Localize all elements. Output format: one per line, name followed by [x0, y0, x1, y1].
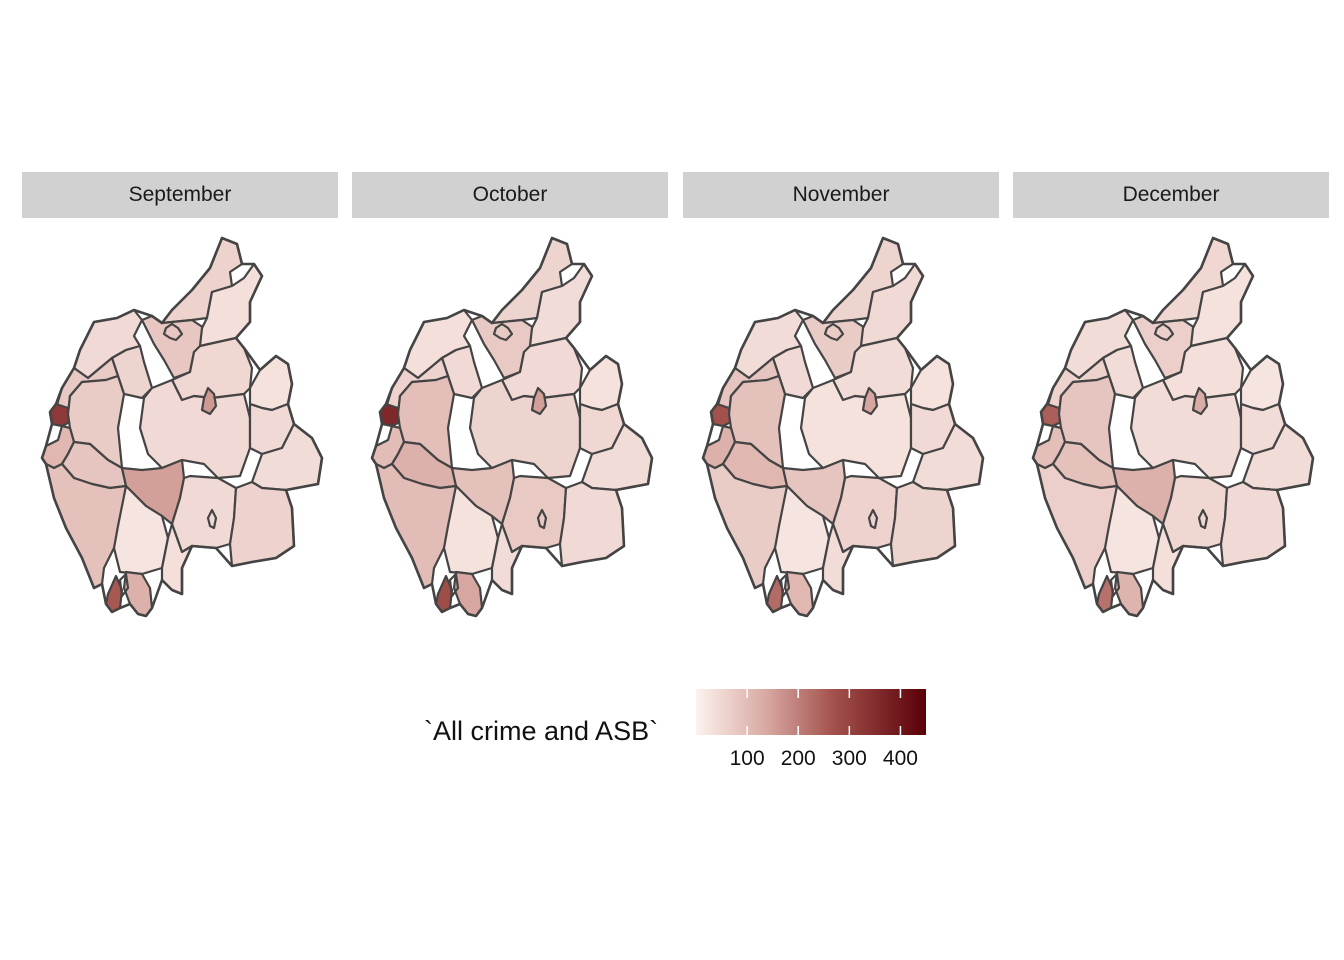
legend-title: `All crime and ASB`	[424, 716, 659, 746]
region-detail	[1109, 572, 1121, 598]
region-penrith	[200, 386, 218, 416]
facet-strip-november: November	[683, 172, 999, 218]
region-detail	[492, 322, 514, 342]
region-barrow	[122, 570, 154, 618]
legend-tick-label: 200	[780, 747, 816, 770]
legend-gradient	[696, 689, 926, 735]
facet-map-october	[352, 228, 668, 628]
facet-title: October	[472, 183, 548, 206]
region-lakes-mid	[1161, 474, 1229, 554]
region-detail	[779, 572, 791, 598]
region-penrith	[861, 386, 879, 416]
region-detail	[823, 322, 845, 342]
facet-strip-september: September	[22, 172, 338, 218]
legend-colorbar	[696, 689, 926, 735]
county-outline	[701, 236, 985, 618]
legend-tick-label: 300	[831, 747, 867, 770]
region-lakes-mid	[831, 474, 899, 554]
region-penrith	[1191, 386, 1209, 416]
facet-map-september	[22, 228, 338, 628]
facet-strip-december: December	[1013, 172, 1329, 218]
region-barrow	[452, 570, 484, 618]
region-detail	[1153, 322, 1175, 342]
facet-title: September	[128, 183, 232, 206]
facet-map-november	[683, 228, 999, 628]
legend-tick-label: 400	[882, 747, 918, 770]
region-detail	[118, 572, 130, 598]
choropleth-map	[1031, 236, 1315, 618]
facet-map-december	[1013, 228, 1329, 628]
region-penrith	[530, 386, 548, 416]
region-detail	[206, 508, 218, 530]
region-detail	[162, 322, 184, 342]
region-barrow	[783, 570, 815, 618]
county-outline	[40, 236, 324, 618]
choropleth-map	[701, 236, 985, 618]
facet-strip-october: October	[352, 172, 668, 218]
region-lakes-mid	[500, 474, 568, 554]
choropleth-map	[370, 236, 654, 618]
region-barrow	[1113, 570, 1145, 618]
region-detail	[536, 508, 548, 530]
choropleth-map	[40, 236, 324, 618]
county-outline	[370, 236, 654, 618]
facet-title: December	[1122, 183, 1220, 206]
region-detail	[867, 508, 879, 530]
region-detail	[1197, 508, 1209, 530]
region-detail	[448, 572, 460, 598]
county-outline	[1031, 236, 1315, 618]
legend-tick-label: 100	[729, 747, 765, 770]
facet-title: November	[792, 183, 890, 206]
region-lakes-mid	[170, 474, 238, 554]
